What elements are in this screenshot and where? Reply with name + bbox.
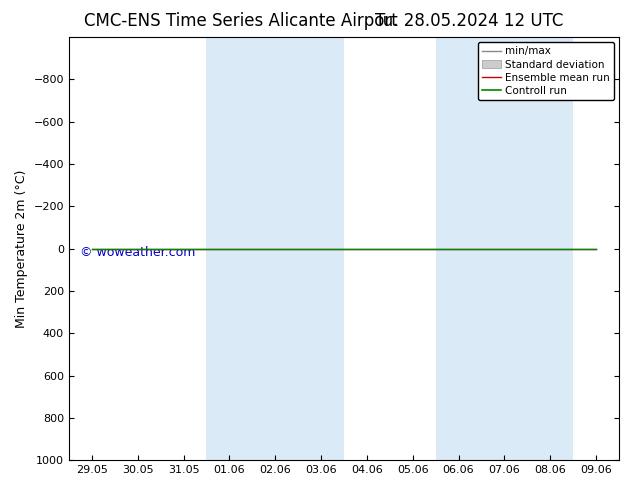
Text: Tu. 28.05.2024 12 UTC: Tu. 28.05.2024 12 UTC <box>375 12 564 30</box>
Bar <box>436 37 573 460</box>
Legend: min/max, Standard deviation, Ensemble mean run, Controll run: min/max, Standard deviation, Ensemble me… <box>478 42 614 100</box>
Y-axis label: Min Temperature 2m (°C): Min Temperature 2m (°C) <box>15 170 28 328</box>
Bar <box>207 37 344 460</box>
Text: CMC-ENS Time Series Alicante Airport: CMC-ENS Time Series Alicante Airport <box>84 12 398 30</box>
Text: © woweather.com: © woweather.com <box>80 246 195 260</box>
